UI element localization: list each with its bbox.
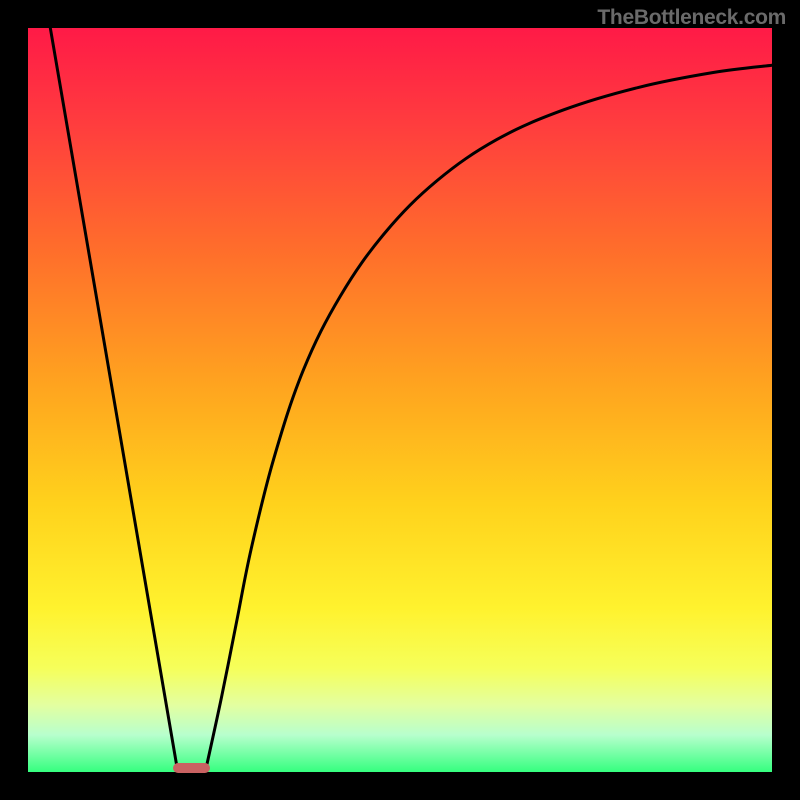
bottleneck-marker bbox=[173, 763, 210, 773]
watermark-text: TheBottleneck.com bbox=[597, 6, 786, 30]
left-line-path bbox=[50, 28, 176, 766]
plot-area bbox=[28, 28, 772, 772]
right-curve-path bbox=[207, 65, 772, 766]
chart-container: TheBottleneck.com bbox=[0, 0, 800, 800]
curve-layer bbox=[28, 28, 772, 772]
